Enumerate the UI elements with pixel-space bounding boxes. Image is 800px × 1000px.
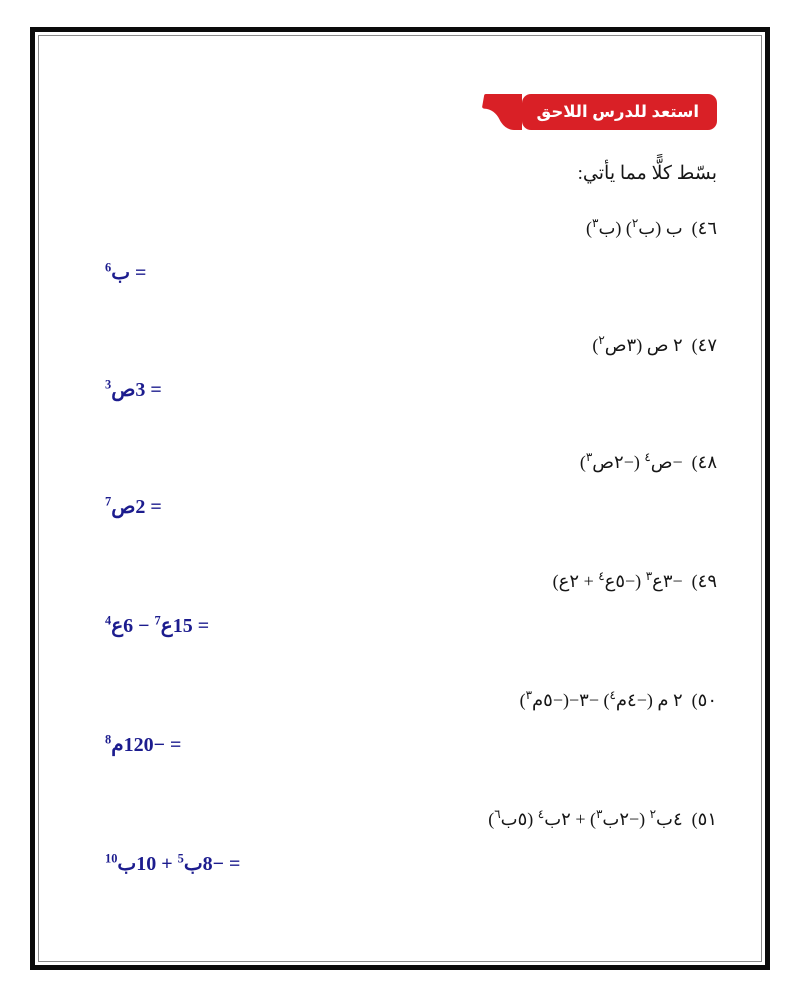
problem-answer-47: = 3ص3 <box>105 377 162 402</box>
problem-item-47: ٤٧) ٢ ص (٣ص٢) = 3ص3 <box>97 333 717 403</box>
problem-question-51: ٥١) ٤ب٢ (−٢ب٣) + ٢ب٤ (٥ب٦) <box>97 807 717 832</box>
problem-expression-48: −ص٤ (−٢ص٣) <box>579 450 688 472</box>
page-border-frame: استعد للدرس اللاحق بسّط كلًّا مما يأتي: … <box>30 27 770 970</box>
instruction-line: بسّط كلًّا مما يأتي: <box>577 163 717 184</box>
problem-answer-46: = ب6 <box>105 260 147 285</box>
problem-question-48: ٤٨) −ص٤ (−٢ص٣) <box>97 450 717 475</box>
problem-number-46: ٤٦) <box>691 218 717 238</box>
problem-answer-48: = 2ص7 <box>105 494 162 519</box>
section-banner-tail-icon <box>482 94 523 130</box>
problem-question-50: ٥٠) ٢ م (−٤م٤) −٣−(−٥م٣) <box>97 688 717 713</box>
worksheet-content: استعد للدرس اللاحق بسّط كلًّا مما يأتي: … <box>39 36 779 979</box>
problem-item-50: ٥٠) ٢ م (−٤م٤) −٣−(−٥م٣) = −120م8 <box>97 688 717 758</box>
problem-item-49: ٤٩) −٣ع٣ (−٥ع٤ + ٢ع) = 15ع7 − 6ع4 <box>97 569 717 639</box>
problem-expression-46: ب (ب٢) (ب٣) <box>586 216 688 238</box>
problem-answer-51: = −8ب5 + 10ب10 <box>105 851 241 876</box>
problem-question-46: ٤٦) ب (ب٢) (ب٣) <box>97 216 717 241</box>
problem-question-49: ٤٩) −٣ع٣ (−٥ع٤ + ٢ع) <box>97 569 717 594</box>
problem-number-50: ٥٠) <box>691 690 717 710</box>
problem-item-46: ٤٦) ب (ب٢) (ب٣) = ب6 <box>97 216 717 286</box>
problem-number-49: ٤٩) <box>691 571 717 591</box>
problem-item-48: ٤٨) −ص٤ (−٢ص٣) = 2ص7 <box>97 450 717 520</box>
problem-item-51: ٥١) ٤ب٢ (−٢ب٣) + ٢ب٤ (٥ب٦) = −8ب5 + 10ب1… <box>97 807 717 877</box>
section-banner-body: استعد للدرس اللاحق <box>522 94 717 130</box>
problem-number-47: ٤٧) <box>691 335 717 355</box>
problem-number-51: ٥١) <box>691 809 717 829</box>
problem-expression-49: −٣ع٣ (−٥ع٤ + ٢ع) <box>552 569 688 591</box>
problem-number-48: ٤٨) <box>691 452 717 472</box>
problem-answer-50: = −120م8 <box>105 732 182 757</box>
page-border-inner-rule: استعد للدرس اللاحق بسّط كلًّا مما يأتي: … <box>38 35 762 962</box>
problem-expression-50: ٢ م (−٤م٤) −٣−(−٥م٣) <box>519 688 688 710</box>
problem-question-47: ٤٧) ٢ ص (٣ص٢) <box>97 333 717 358</box>
section-banner: استعد للدرس اللاحق <box>482 94 717 130</box>
problem-answer-49: = 15ع7 − 6ع4 <box>105 613 210 638</box>
problem-expression-47: ٢ ص (٣ص٢) <box>592 333 688 355</box>
section-banner-label: استعد للدرس اللاحق <box>536 102 699 121</box>
problem-expression-51: ٤ب٢ (−٢ب٣) + ٢ب٤ (٥ب٦) <box>488 807 688 829</box>
